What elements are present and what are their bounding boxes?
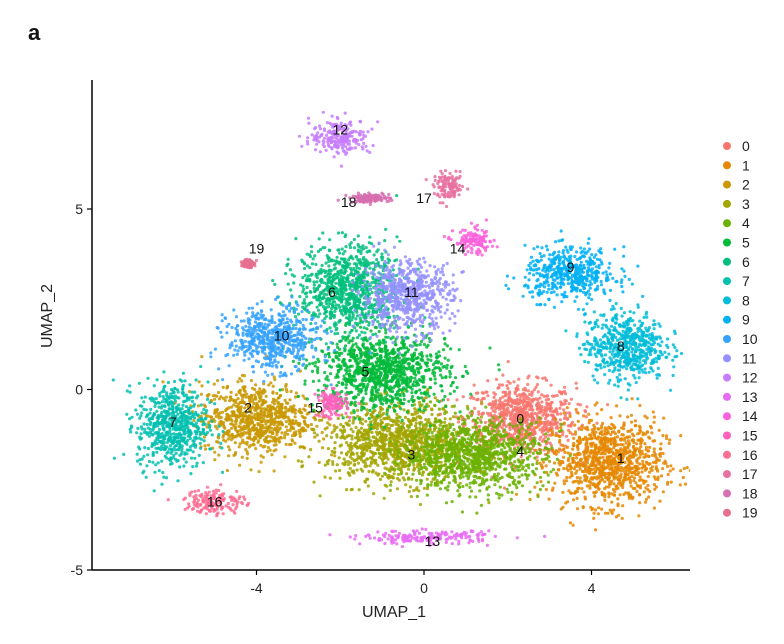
legend-swatch-14: [723, 412, 731, 421]
x-tick-label: 0: [420, 580, 428, 596]
cluster-label-0: 0: [516, 410, 524, 426]
cluster-8-points: [564, 282, 690, 401]
cluster-17-points: [424, 169, 470, 209]
cluster-label-12: 12: [332, 122, 348, 138]
legend-label-8: 8: [742, 292, 750, 308]
legend-label-18: 18: [742, 485, 758, 501]
cluster-label-3: 3: [408, 446, 416, 462]
legend-label-15: 15: [742, 428, 758, 444]
cluster-6-points: [271, 194, 427, 350]
cluster-15-points: [313, 386, 361, 421]
legend-swatch-18: [723, 489, 731, 498]
x-axis-label: UMAP_1: [362, 604, 426, 621]
legend-label-1: 1: [742, 157, 750, 173]
legend-label-6: 6: [742, 254, 750, 270]
legend-label-7: 7: [742, 273, 750, 289]
legend-label-3: 3: [742, 196, 750, 212]
y-tick-label: -5: [71, 562, 84, 578]
legend-swatch-11: [723, 354, 731, 363]
legend-swatch-12: [723, 373, 731, 382]
legend-swatch-8: [723, 296, 731, 305]
cluster-label-2: 2: [244, 400, 252, 416]
legend-label-4: 4: [742, 215, 750, 231]
legend-label-11: 11: [742, 350, 757, 366]
cluster-label-8: 8: [617, 338, 625, 354]
axes: -4 0 4 -5 0 5 UMAP_1 UMAP_2: [39, 80, 690, 621]
cluster-12-points: [297, 110, 380, 168]
panel-label: a: [28, 20, 41, 45]
legend-label-2: 2: [742, 177, 750, 193]
cluster-1-points: [502, 397, 690, 532]
cluster-label-9: 9: [567, 259, 575, 275]
cluster-label-16: 16: [207, 493, 223, 509]
legend-label-10: 10: [742, 331, 758, 347]
cluster-14-points: [442, 218, 499, 257]
legend-label-17: 17: [742, 466, 758, 482]
legend-swatch-0: [723, 142, 731, 150]
legend-label-12: 12: [742, 370, 758, 386]
cluster-4-points: [366, 400, 572, 515]
y-tick-label: 0: [75, 382, 83, 398]
cluster-label-1: 1: [617, 450, 625, 466]
cluster-label-5: 5: [361, 363, 369, 379]
legend-label-5: 5: [742, 235, 750, 251]
legend-swatch-1: [723, 161, 731, 170]
legend-swatch-13: [723, 392, 731, 401]
cluster-16-points: [166, 483, 251, 518]
legend-label-16: 16: [742, 447, 758, 463]
cluster-label-4: 4: [516, 443, 524, 459]
legend-label-9: 9: [742, 312, 750, 328]
cluster-label-17: 17: [416, 190, 432, 206]
points-layer: [111, 110, 690, 549]
legend-label-13: 13: [742, 389, 758, 405]
cluster-label-13: 13: [425, 533, 441, 549]
legend-swatch-9: [723, 315, 731, 324]
cluster-label-7: 7: [169, 414, 177, 430]
legend-swatch-5: [723, 238, 731, 247]
legend-swatch-17: [723, 470, 731, 479]
cluster-label-15: 15: [307, 400, 323, 416]
legend-swatch-6: [723, 257, 731, 266]
legend-swatch-16: [723, 450, 731, 459]
cluster-19-points: [239, 257, 258, 270]
x-tick-label: -4: [250, 580, 263, 596]
legend-swatch-4: [723, 219, 731, 228]
cluster-7-points: [111, 364, 225, 493]
cluster-2-points: [161, 354, 350, 474]
legend-swatch-2: [723, 180, 731, 189]
legend-label-19: 19: [742, 505, 758, 521]
legend-swatch-7: [723, 277, 731, 286]
cluster-9-points: [504, 229, 645, 317]
y-axis-label: UMAP_2: [39, 284, 56, 348]
legend-swatch-10: [723, 335, 731, 343]
legend-swatch-15: [723, 431, 731, 440]
cluster-10-points: [209, 295, 372, 387]
cluster-label-18: 18: [341, 194, 357, 210]
legend-label-0: 0: [742, 138, 750, 154]
cluster-label-19: 19: [249, 241, 265, 257]
legend-label-14: 14: [742, 408, 758, 424]
x-tick-label: 4: [588, 580, 596, 596]
cluster-label-14: 14: [450, 241, 466, 257]
cluster-label-11: 11: [404, 284, 419, 300]
cluster-18-points: [336, 191, 394, 206]
cluster-11-points: [351, 241, 465, 355]
legend-swatch-3: [723, 199, 731, 208]
cluster-13-points: [328, 527, 547, 549]
cluster-label-6: 6: [328, 284, 336, 300]
y-tick-label: 5: [75, 201, 83, 217]
cluster-label-10: 10: [274, 327, 290, 343]
legend-swatch-19: [723, 508, 731, 517]
